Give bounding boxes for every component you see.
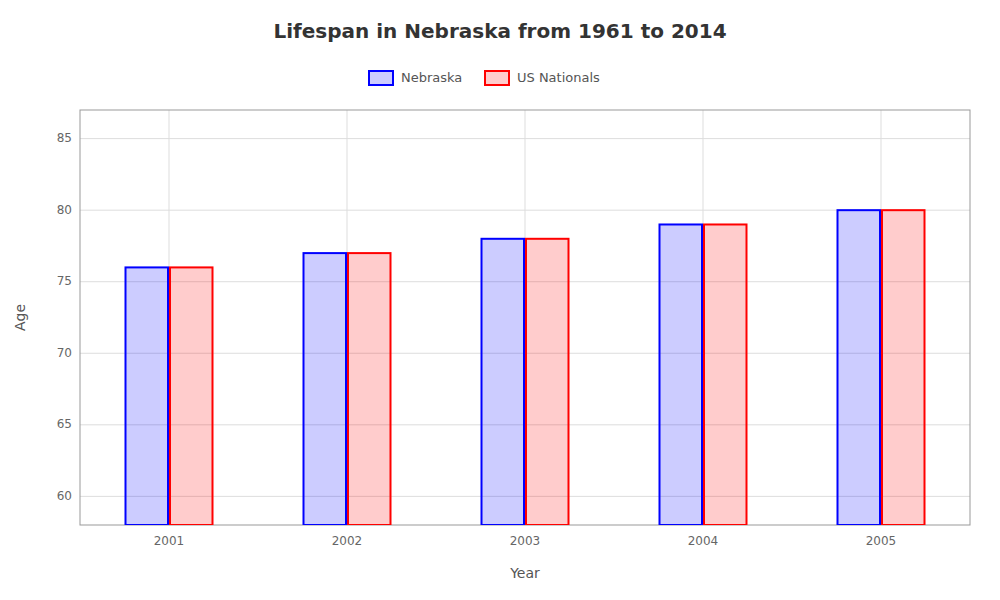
x-axis-label: Year [509, 565, 540, 581]
bar [482, 239, 525, 525]
bar [660, 224, 703, 525]
title: Lifespan in Nebraska from 1961 to 2014 [273, 19, 726, 43]
bar [126, 267, 169, 525]
bar [304, 253, 347, 525]
y-axis-label: Age [12, 304, 28, 331]
bar [348, 253, 391, 525]
bar [170, 267, 213, 525]
x-tick-label: 2003 [510, 534, 541, 548]
bar [882, 210, 925, 525]
legend-label: US Nationals [517, 70, 600, 85]
y-tick-label: 60 [57, 489, 72, 503]
bar [526, 239, 569, 525]
y-tick-label: 80 [57, 203, 72, 217]
legend: Nebraska US Nationals [369, 70, 600, 86]
legend-swatch [369, 71, 393, 85]
bar [838, 210, 881, 525]
bars [126, 210, 925, 525]
y-tick-label: 75 [57, 274, 72, 288]
y-tick-label: 85 [57, 131, 72, 145]
x-tick-label: 2002 [332, 534, 363, 548]
x-tick-label: 2004 [688, 534, 719, 548]
grid [80, 110, 970, 525]
plot-frame [80, 110, 970, 525]
y-tick-label: 65 [57, 417, 72, 431]
x-tick-label: 2001 [154, 534, 185, 548]
legend-label: Nebraska [401, 70, 462, 85]
y-tick-label: 70 [57, 346, 72, 360]
chart-container: 60 65 70 75 80 85 2001 2002 2003 2004 2005 Year Age L… [0, 0, 1000, 600]
x-tick-label: 2005 [866, 534, 897, 548]
chart-svg: 60 65 70 75 80 85 2001 2002 2003 2004 2005 Year Age L… [0, 0, 1000, 600]
legend-swatch [485, 71, 509, 85]
bar [704, 224, 747, 525]
